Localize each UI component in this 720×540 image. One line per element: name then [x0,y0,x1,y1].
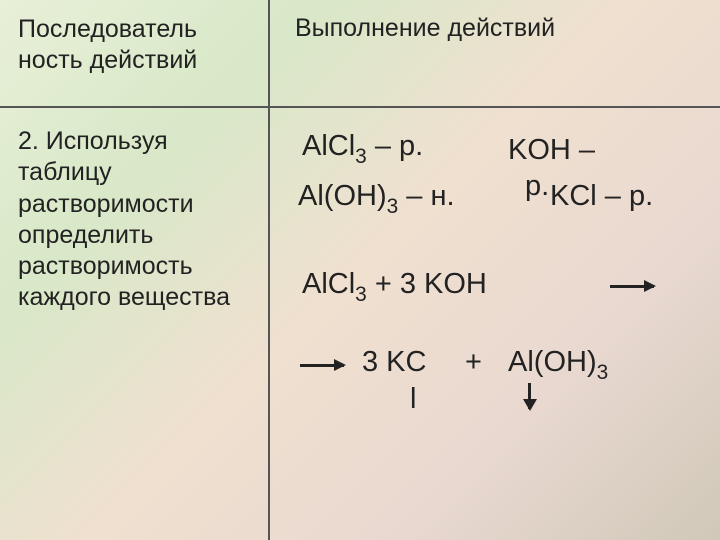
eq-aloh3: Al(OH)3 [508,346,608,384]
t: AlCl [302,130,355,162]
s: 3 [355,283,367,306]
t: AlCl [302,268,355,300]
header-left: Последовательность действий [0,0,270,106]
arrow-right-icon [610,285,654,288]
t2: – н. [398,180,454,212]
arrow-right-icon-2 [300,364,344,367]
formula-alcl3: AlCl3 – р. [302,130,423,168]
t: Al(OH) [508,346,597,378]
eq-plus: + [465,346,482,379]
formula-koh: KOH – [508,134,595,167]
eq-3kc: 3 KC [362,346,426,379]
formula-kcl: KCl – р. [550,180,653,213]
eq-alcl3: AlCl3 + 3 KOH [302,268,487,306]
arrow-down-icon [528,383,531,409]
body-right-area: AlCl3 – р. KOH – Al(OH)3 – н. р. KCl – р… [270,108,720,540]
t: Al(OH) [298,180,387,212]
p: + 3 KOH [367,268,487,300]
s: 3 [387,195,399,218]
formula-aloh3: Al(OH)3 – н. [298,180,455,218]
s: 3 [597,361,609,384]
body-left-text: 2. Используя таблицу растворимости опред… [0,108,270,540]
t2: – р. [367,130,423,162]
eq-kcl-l: l [410,383,416,416]
formula-p-mid: р. [525,170,549,203]
s: 3 [355,145,367,168]
header-right: Выполнение действий [270,0,720,106]
